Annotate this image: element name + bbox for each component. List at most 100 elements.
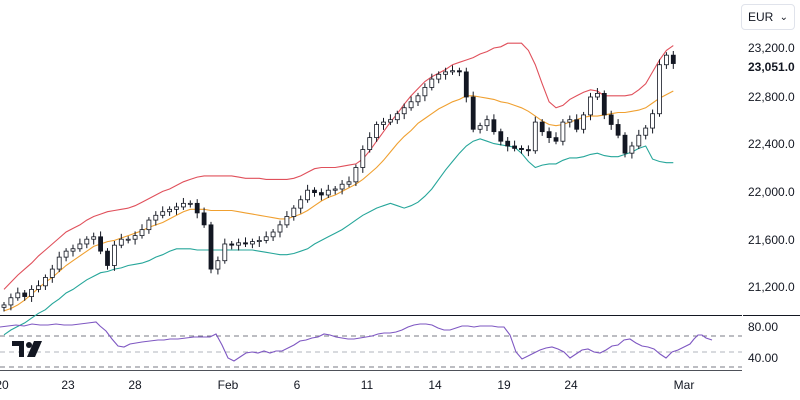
candle-body <box>208 224 214 270</box>
middle-band-line <box>3 90 674 312</box>
candle-body <box>408 101 414 109</box>
candle-body <box>595 93 600 98</box>
candle-body <box>22 292 28 297</box>
candle-body <box>256 239 262 242</box>
candle-body <box>367 137 373 150</box>
candle-body <box>215 260 221 270</box>
time-tick-label: 6 <box>294 378 301 392</box>
candle-body <box>581 114 586 130</box>
candle-body <box>36 285 41 290</box>
candle-body <box>532 121 538 152</box>
candle-body <box>622 134 628 154</box>
upper-band-line <box>3 42 674 290</box>
candle-body <box>125 238 131 241</box>
time-tick-label: 23 <box>61 378 75 392</box>
candle-body <box>291 207 297 217</box>
tradingview-logo-icon[interactable] <box>12 341 44 361</box>
price-tick-label: 23,200.0 <box>748 41 795 55</box>
candle-body <box>546 131 552 139</box>
candle-body <box>415 95 421 103</box>
candle-body <box>670 54 676 64</box>
candle-body <box>298 199 304 209</box>
candles-group <box>1 50 676 312</box>
candle-body <box>118 238 124 246</box>
candle-body <box>284 216 290 226</box>
time-tick-label: 19 <box>497 378 511 392</box>
candle-body <box>498 131 504 142</box>
price-tick-label: 22,400.0 <box>748 137 795 151</box>
candle-body <box>277 224 283 233</box>
candle-body <box>463 71 469 98</box>
candle-body <box>512 145 517 149</box>
candle-body <box>29 288 35 297</box>
candle-body <box>553 137 559 142</box>
candle-body <box>477 125 483 130</box>
candle-body <box>236 242 242 246</box>
candle-body <box>588 96 593 116</box>
candle-body <box>346 181 352 185</box>
candle-body <box>305 189 311 201</box>
candle-body <box>608 114 614 125</box>
price-tick-label: 22,000.0 <box>748 185 795 199</box>
candle-body <box>643 127 649 136</box>
candle-body <box>8 297 14 306</box>
candle-body <box>519 147 524 150</box>
candle-body <box>560 121 566 142</box>
rsi-tick-label: 40.00 <box>748 351 778 365</box>
last-price-label: 23,051.0 <box>748 60 795 74</box>
candle-body <box>456 70 462 73</box>
price-tick-label: 21,600.0 <box>748 233 795 247</box>
candle-body <box>629 145 635 154</box>
candle-body <box>387 119 393 123</box>
candle-body <box>132 235 138 240</box>
candle-body <box>657 64 662 115</box>
candle-body <box>249 241 255 245</box>
time-tick-label: 24 <box>564 378 578 392</box>
candle-body <box>201 212 207 226</box>
time-tick-label: 28 <box>128 378 142 392</box>
candle-body <box>526 149 531 152</box>
time-tick-label: 20 <box>0 378 9 392</box>
candle-body <box>49 268 55 278</box>
candle-body <box>394 113 400 121</box>
candle-body <box>636 134 642 147</box>
candle-body <box>664 54 669 66</box>
candle-body <box>318 192 324 196</box>
candle-body <box>505 140 511 147</box>
candle-body <box>567 119 573 123</box>
candle-body <box>436 73 442 80</box>
candle-body <box>139 229 145 237</box>
candle-body <box>63 250 69 258</box>
candle-body <box>187 202 193 205</box>
candle-body <box>450 70 455 73</box>
candle-body <box>222 243 228 262</box>
candle-body <box>312 189 317 193</box>
candle-body <box>229 243 235 246</box>
candle-body <box>422 87 428 97</box>
time-tick-label: Mar <box>674 378 695 392</box>
price-tick-label: 21,200.0 <box>748 280 795 294</box>
candle-body <box>167 208 173 213</box>
candle-body <box>112 244 117 266</box>
candle-body <box>1 304 7 308</box>
candle-body <box>401 107 407 115</box>
time-tick-label: Feb <box>218 378 239 392</box>
rsi-line <box>0 321 713 362</box>
candle-body <box>615 124 621 136</box>
candle-body <box>360 149 366 168</box>
candle-body <box>353 167 359 183</box>
chevron-down-icon: ⌄ <box>779 11 788 23</box>
candle-body <box>91 236 97 240</box>
candle-body <box>77 243 83 250</box>
candle-body <box>491 119 497 133</box>
lower-band-line <box>3 138 674 336</box>
currency-selector[interactable]: EUR ⌄ <box>741 4 795 30</box>
candle-body <box>84 238 90 245</box>
candle-body <box>325 189 331 196</box>
candle-body <box>146 219 152 231</box>
candle-body <box>43 277 48 287</box>
candle-body <box>374 124 380 139</box>
candle-body <box>15 292 21 299</box>
